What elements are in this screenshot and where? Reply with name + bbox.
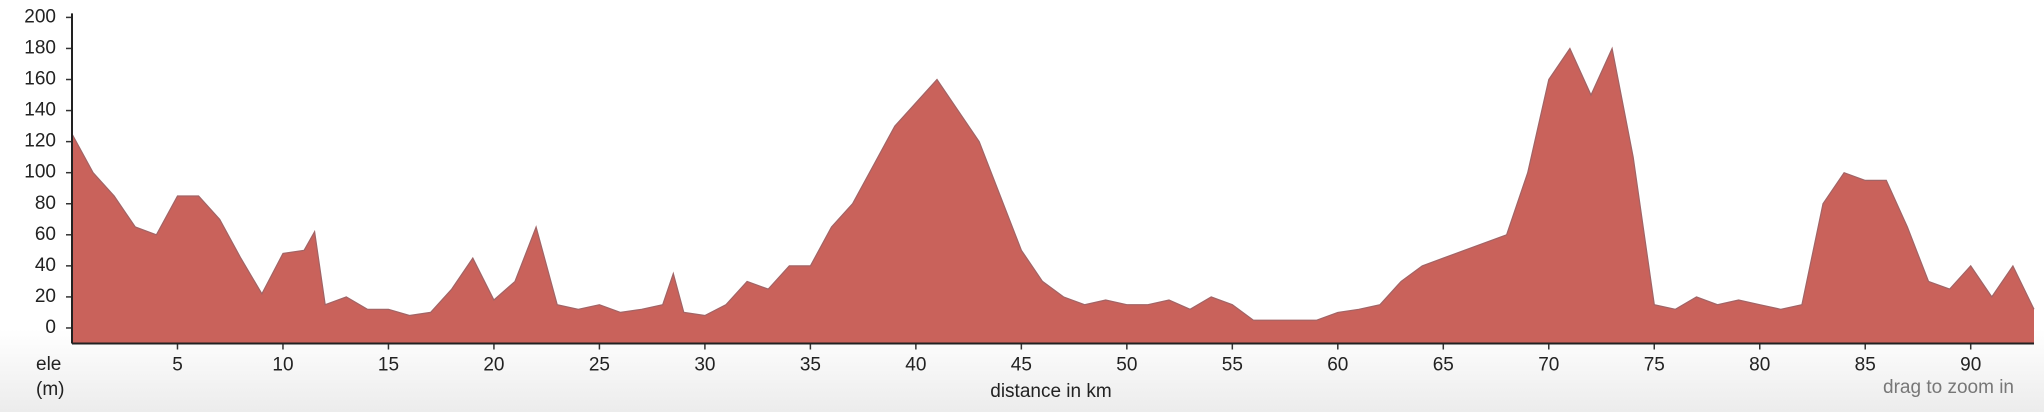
y-axis-label: (m)	[36, 379, 64, 400]
y-tick-label: 140	[24, 100, 56, 121]
y-tick-label: 20	[35, 286, 56, 307]
x-tick-label: 10	[272, 355, 293, 376]
x-tick-label: 15	[378, 355, 399, 376]
x-tick-label: 75	[1644, 355, 1665, 376]
zoom-hint[interactable]: drag to zoom in	[1883, 377, 2014, 398]
x-tick-label: 65	[1433, 355, 1454, 376]
y-tick-label: 100	[24, 162, 56, 183]
x-tick-label: 35	[800, 355, 821, 376]
y-tick-label: 0	[45, 317, 56, 338]
x-tick-label: 40	[905, 355, 926, 376]
x-tick-label: 55	[1222, 355, 1243, 376]
x-tick-label: 90	[1960, 355, 1981, 376]
x-tick-label: 45	[1011, 355, 1032, 376]
x-tick-label: 70	[1538, 355, 1559, 376]
x-tick-label: 50	[1116, 355, 1137, 376]
elevation-line	[71, 46, 2035, 321]
y-tick-label: 120	[24, 131, 56, 152]
x-tick-label: 5	[172, 355, 183, 376]
y-tick-label: 160	[24, 69, 56, 90]
y-axis-label: ele	[36, 354, 61, 375]
y-tick-label: 40	[35, 255, 56, 276]
x-tick-label: 85	[1855, 355, 1876, 376]
x-tick-label: 30	[694, 355, 715, 376]
x-tick-label: 20	[483, 355, 504, 376]
y-tick-label: 80	[35, 193, 56, 214]
x-tick-label: 25	[589, 355, 610, 376]
elevation-area	[72, 48, 2034, 344]
x-axis-label: distance in km	[990, 381, 1111, 402]
y-tick-label: 60	[35, 224, 56, 245]
x-tick-label: 60	[1327, 355, 1348, 376]
y-tick-label: 180	[24, 37, 56, 58]
y-tick-label: 200	[24, 6, 56, 27]
x-tick-label: 80	[1749, 355, 1770, 376]
